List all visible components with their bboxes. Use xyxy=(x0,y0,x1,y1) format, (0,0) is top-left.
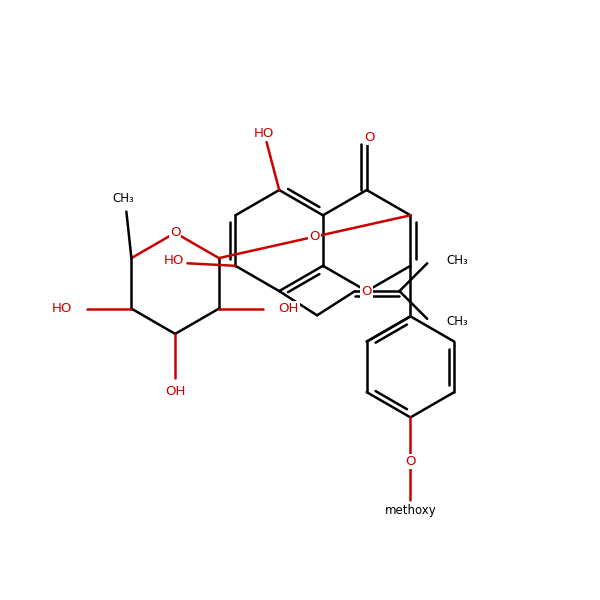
Text: O: O xyxy=(310,230,320,243)
Text: O: O xyxy=(170,226,181,239)
Text: O: O xyxy=(361,284,372,298)
Text: methoxy: methoxy xyxy=(385,504,436,517)
Text: CH₃: CH₃ xyxy=(446,316,468,328)
Text: OH: OH xyxy=(278,302,299,315)
Text: HO: HO xyxy=(164,254,185,267)
Text: O: O xyxy=(405,455,416,469)
Text: CH₃: CH₃ xyxy=(113,192,134,205)
Text: HO: HO xyxy=(52,302,72,315)
Text: HO: HO xyxy=(253,127,274,140)
Text: CH₃: CH₃ xyxy=(446,254,468,267)
Text: O: O xyxy=(364,131,375,144)
Text: OH: OH xyxy=(165,385,185,398)
